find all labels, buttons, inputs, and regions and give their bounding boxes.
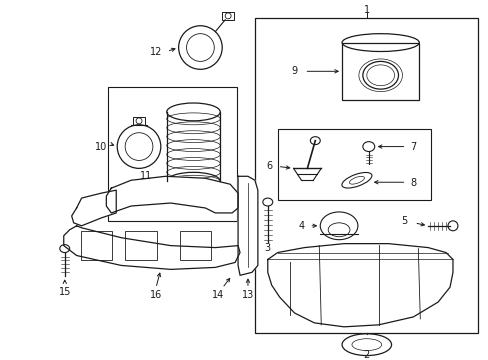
Text: 7: 7 xyxy=(409,141,416,152)
Text: 5: 5 xyxy=(401,216,407,226)
Bar xyxy=(277,129,430,200)
Text: 1: 1 xyxy=(363,5,369,15)
Bar xyxy=(108,87,237,221)
Text: 12: 12 xyxy=(149,46,162,57)
Polygon shape xyxy=(106,176,238,213)
Bar xyxy=(341,42,418,100)
Bar xyxy=(222,12,234,20)
Bar xyxy=(125,231,157,261)
Polygon shape xyxy=(72,190,116,226)
Text: 3: 3 xyxy=(264,243,270,253)
Text: 10: 10 xyxy=(95,141,107,152)
Bar xyxy=(254,18,477,333)
Polygon shape xyxy=(63,226,240,269)
Bar xyxy=(179,231,211,261)
Bar xyxy=(81,231,112,261)
Text: 16: 16 xyxy=(149,290,162,300)
Text: 11: 11 xyxy=(140,171,152,181)
Text: 8: 8 xyxy=(409,178,416,188)
Text: 4: 4 xyxy=(298,221,304,231)
Text: 6: 6 xyxy=(266,161,272,171)
Bar xyxy=(133,117,144,125)
Text: 2: 2 xyxy=(363,350,369,360)
Text: 13: 13 xyxy=(242,290,254,300)
Text: 15: 15 xyxy=(59,287,71,297)
Text: 14: 14 xyxy=(212,290,224,300)
Polygon shape xyxy=(238,176,257,275)
Text: 9: 9 xyxy=(291,66,297,76)
